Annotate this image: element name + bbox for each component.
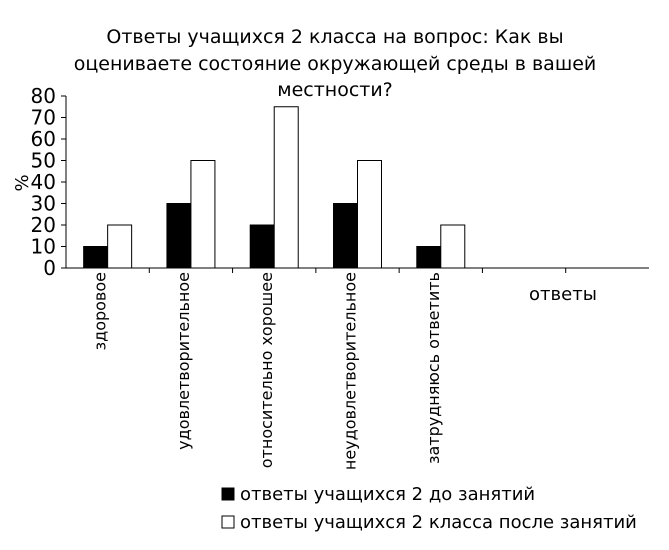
legend-label: ответы учащихся 2 класса после занятий [240,512,637,533]
bar-series-1 [83,246,109,269]
y-tick-label: 50 [31,149,56,173]
category-label: относительно хорошее [257,272,276,468]
y-tick-label: 70 [31,106,56,130]
chart-title-line-3: местности? [277,79,393,101]
y-tick-label: 40 [31,170,56,194]
legend-swatch [221,515,235,529]
bar-series-1 [249,224,275,269]
chart-title: Ответы учащихся 2 класса на вопрос: Как … [74,26,597,101]
chart-title-line-1: Ответы учащихся 2 класса на вопрос: Как … [106,26,563,48]
bar-series-2 [273,106,299,269]
y-tick-label: 60 [31,127,56,151]
chart-title-line-2: оцениваете состояние окружающей среды в … [74,53,597,75]
category-label: затрудняюсь ответить [424,272,443,464]
bars [83,106,466,269]
bar-series-2 [190,160,216,269]
bar-series-1 [416,246,442,269]
bar-series-2 [357,160,382,269]
y-tick-label: 0 [43,256,56,280]
legend: ответы учащихся 2 до занятий ответы учащи… [221,484,637,533]
x-axis-label: ответы [529,284,597,305]
legend-label: ответы учащихся 2 до занятий [240,484,535,505]
legend-swatch [221,487,235,501]
y-tick-label: 80 [31,84,56,108]
category-label: удовлетворительное [174,272,193,450]
bar-series-2 [107,224,133,269]
category-label: неудовлетворительное [341,272,360,470]
bar-series-1 [333,203,358,269]
category-labels: здоровое удовлетворительное относительно х… [91,272,443,470]
y-axis-label: % [12,174,33,191]
y-tick-label: 30 [31,192,56,216]
bar-series-2 [440,224,466,269]
y-tick-label: 20 [31,213,56,237]
category-label: здоровое [91,272,110,350]
y-tick-label: 10 [31,235,56,259]
bar-series-1 [166,203,192,269]
